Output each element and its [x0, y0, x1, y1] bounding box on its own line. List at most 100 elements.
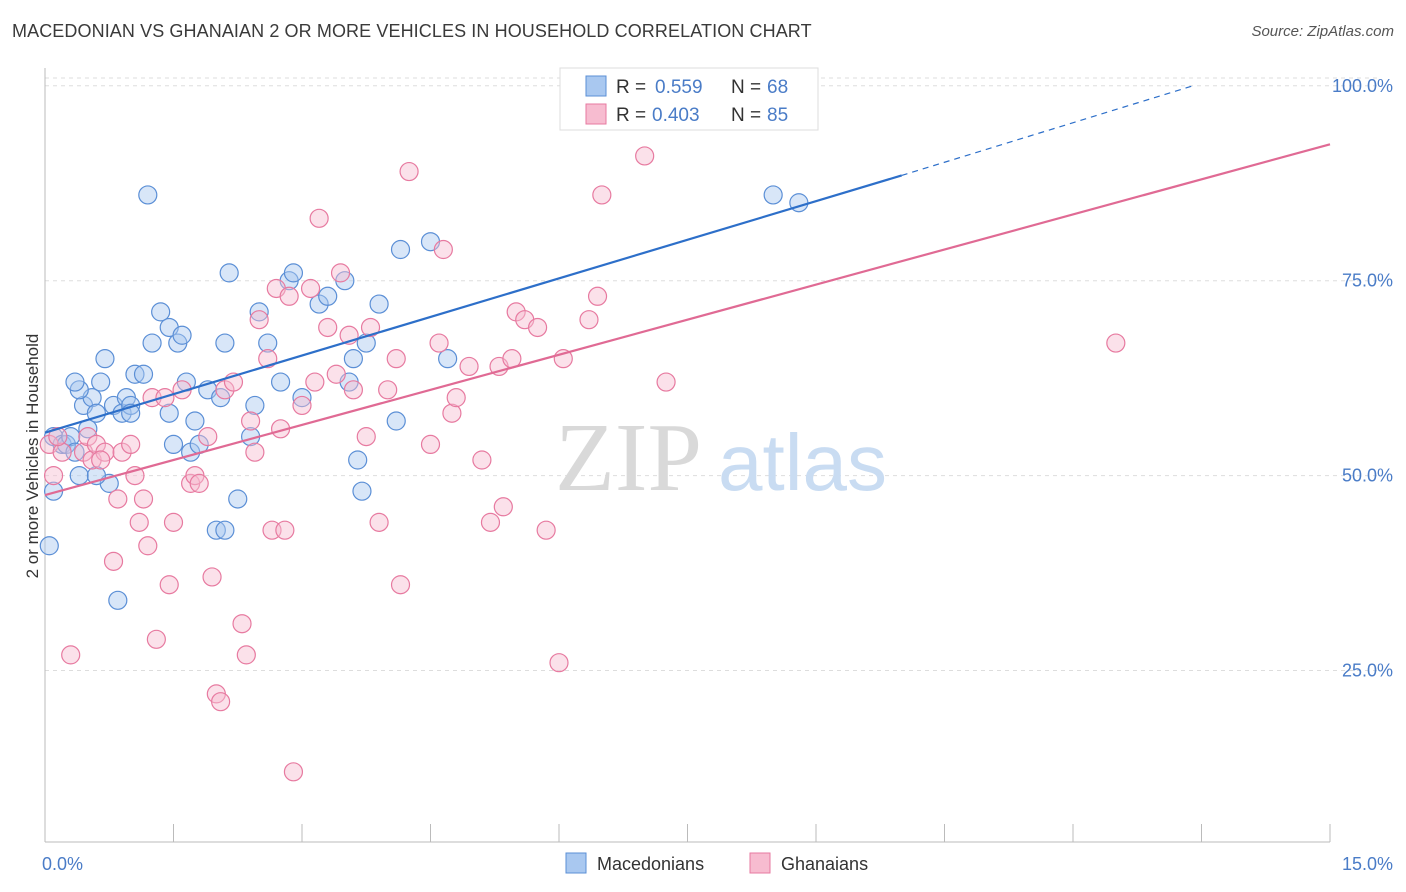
blue-point-38: [215, 333, 235, 353]
y-tick-label-75: 75.0%: [1342, 271, 1393, 291]
pink-point-45: [318, 317, 338, 338]
ghanaians-trend-line: [44, 143, 1331, 497]
blue-point-59: [438, 349, 458, 369]
pink-point-61: [446, 388, 466, 408]
pink-point-76: [587, 286, 608, 306]
pink-point-3: [61, 645, 81, 665]
blue-point-53: [352, 481, 372, 501]
blue-point-66: [763, 185, 783, 205]
bottom-legend-ghanaians: Ghanaians: [781, 854, 868, 874]
bottom-legend-swatch-macedonians: [565, 852, 587, 874]
watermark: ZIP atlas: [555, 404, 887, 512]
pink-point-28: [211, 692, 231, 712]
y-tick-label-50: 50.0%: [1342, 466, 1393, 486]
blue-point-12: [65, 372, 85, 392]
pink-point-71: [536, 520, 556, 540]
watermark-zip: ZIP: [555, 404, 702, 512]
pink-point-10: [108, 489, 128, 509]
pink-point-19: [159, 575, 179, 595]
pink-point-53: [378, 380, 398, 400]
y-axis-label: 2 or more Vehicles in Household: [23, 334, 42, 579]
pink-point-33: [241, 411, 261, 431]
blue-point-30: [159, 403, 179, 423]
macedonians-trend-extension: [901, 85, 1194, 177]
bottom-legend: Macedonians Ghanaians: [565, 852, 868, 874]
pink-point-78: [656, 372, 676, 392]
pink-point-72: [549, 653, 569, 673]
legend-r-label-1: R =: [616, 77, 646, 98]
legend-n-value-2: 85: [767, 105, 788, 126]
blue-point-57: [390, 239, 411, 260]
pink-point-42: [292, 395, 312, 416]
blue-point-22: [133, 364, 154, 384]
blue-point-56: [386, 411, 406, 431]
pink-point-32: [236, 645, 256, 665]
pink-point-55: [390, 575, 411, 595]
pink-point-15: [138, 536, 158, 556]
pink-point-24: [189, 473, 209, 493]
blue-point-46: [292, 388, 312, 408]
blue-point-2: [39, 536, 59, 556]
pink-point-83: [275, 520, 295, 540]
blue-point-41: [249, 302, 269, 322]
pink-point-9: [103, 551, 124, 571]
blue-point-14: [91, 372, 111, 392]
tick-labels: 25.0% 50.0% 75.0% 100.0% 0.0% 15.0%: [42, 76, 1393, 874]
legend-swatch-ghanaians: [585, 103, 607, 125]
blue-point-52: [348, 450, 368, 470]
blue-point-55: [369, 294, 389, 314]
pink-point-34: [245, 442, 265, 462]
pink-point-1: [43, 465, 64, 486]
pink-point-41: [283, 762, 304, 782]
pink-point-40: [279, 286, 299, 306]
pink-point-66: [493, 497, 513, 517]
legend-n-label-2: N =: [731, 105, 761, 126]
pink-point-74: [579, 310, 599, 330]
pink-point-54: [386, 349, 406, 369]
pink-point-52: [369, 512, 389, 532]
bottom-legend-swatch-ghanaians: [749, 852, 771, 874]
blue-point-32: [185, 411, 205, 431]
pink-point-51: [360, 317, 381, 338]
blue-point-27: [172, 325, 192, 345]
blue-point-37: [219, 263, 239, 283]
watermark-atlas: atlas: [718, 418, 887, 507]
pink-point-50: [356, 427, 376, 447]
pink-point-64: [480, 512, 501, 532]
legend-swatch-macedonians: [585, 75, 607, 97]
pink-point-62: [459, 356, 479, 377]
legend-n-value-1: 68: [767, 77, 788, 98]
pink-point-60: [442, 403, 462, 423]
pink-point-31: [232, 614, 252, 634]
legend: R = 0.559 N = 68 R = 0.403 N = 85: [559, 67, 819, 131]
pink-point-59: [433, 239, 453, 260]
blue-point-63: [108, 590, 128, 610]
pink-point-20: [163, 512, 184, 532]
blue-point-61: [215, 520, 235, 540]
pink-point-63: [472, 450, 492, 470]
blue-point-43: [270, 372, 291, 392]
pink-point-75: [592, 185, 612, 205]
pink-point-46: [326, 364, 346, 384]
source-credit: Source: ZipAtlas.com: [1251, 23, 1394, 40]
blue-point-40: [245, 395, 265, 416]
blue-point-42: [258, 333, 278, 353]
pink-point-25: [198, 427, 218, 447]
legend-n-label-1: N =: [731, 77, 761, 98]
pink-point-82: [133, 489, 154, 509]
pink-point-70: [527, 317, 548, 338]
grid: [45, 77, 1380, 671]
pink-point-57: [420, 434, 441, 455]
pink-point-81: [91, 450, 111, 470]
x-tick-label-max: 15.0%: [1342, 854, 1393, 874]
pink-point-36: [258, 349, 278, 369]
bottom-legend-macedonians: Macedonians: [597, 854, 704, 874]
pink-point-43: [300, 278, 321, 299]
blue-point-60: [138, 185, 158, 205]
pink-point-12: [121, 434, 141, 455]
legend-r-value-1: 0.559: [655, 77, 703, 98]
pink-point-2: [52, 442, 72, 462]
blue-point-15: [95, 349, 115, 369]
legend-r-value-2: 0.403: [652, 105, 700, 126]
